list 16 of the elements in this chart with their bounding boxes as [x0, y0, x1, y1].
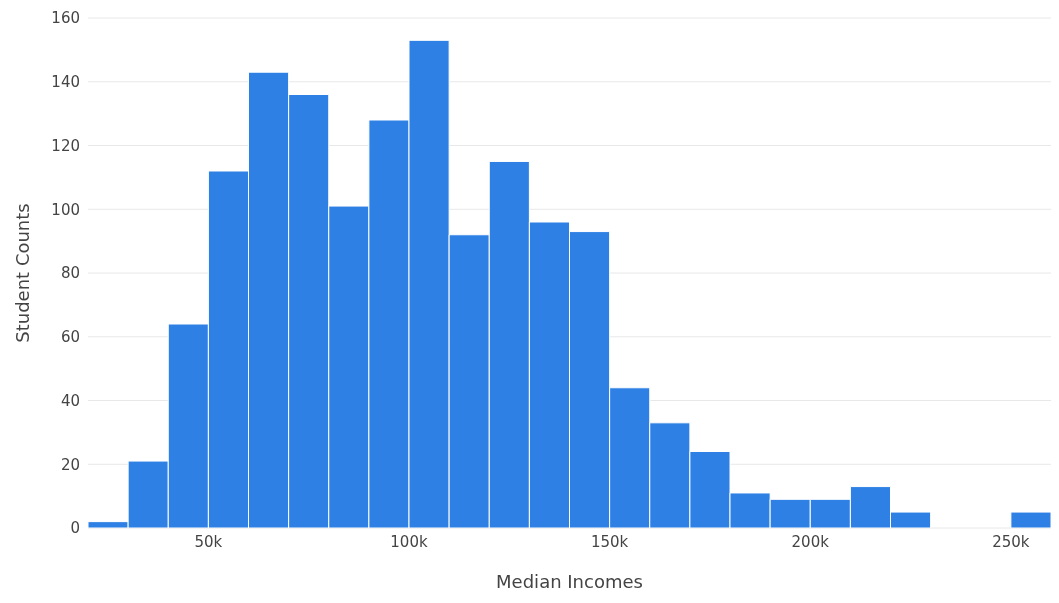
x-tick-label: 100k: [390, 532, 428, 551]
x-tick-label: 200k: [791, 532, 830, 551]
x-axis-title: Median Incomes: [496, 571, 643, 592]
y-tick-label: 160: [51, 9, 80, 28]
x-tick-label: 250k: [992, 532, 1030, 551]
y-tick-label: 0: [70, 519, 80, 538]
y-tick-label: 80: [60, 264, 80, 283]
y-tick-label: 100: [51, 200, 80, 219]
x-tick-label: 150k: [590, 532, 629, 551]
y-tick-label: 20: [60, 455, 80, 474]
y-tick-label: 120: [51, 136, 80, 155]
y-tick-label: 60: [60, 328, 80, 347]
x-tick-label: 50k: [194, 532, 223, 551]
y-tick-label: 140: [51, 73, 80, 92]
y-tick-label: 40: [60, 391, 80, 410]
y-axis-title: Student Counts: [12, 203, 34, 343]
